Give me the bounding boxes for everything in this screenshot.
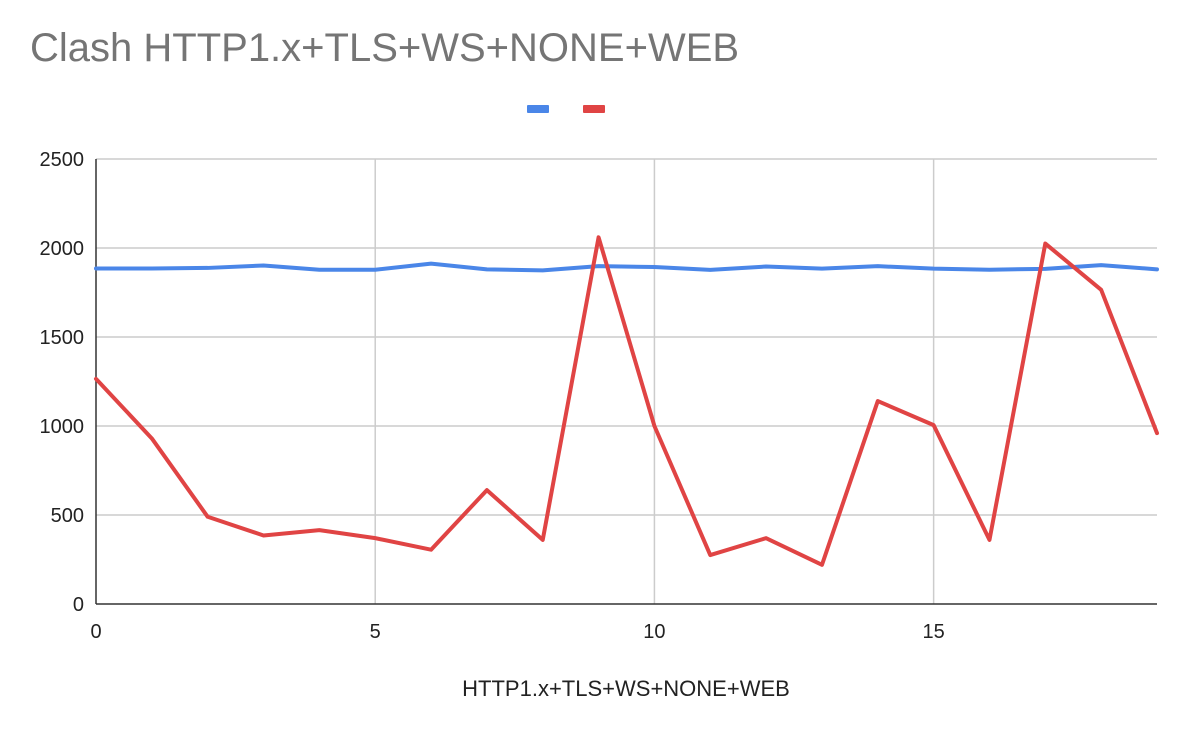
x-tick-label: 0 [90,621,101,643]
legend-swatch-2 [583,105,605,113]
legend [527,105,605,113]
x-tick-label: 5 [370,621,381,643]
x-tick-label: 10 [643,621,665,643]
series-line-2 [94,235,1159,567]
x-tick-label: 15 [923,621,945,643]
y-tick-label: 1500 [40,327,85,349]
series-line-1 [94,261,1159,273]
chart-title: Clash HTTP1.x+TLS+WS+NONE+WEB [30,26,740,70]
series-layer [94,235,1159,567]
legend-swatch-1 [527,105,549,113]
grid-layer [96,158,1157,604]
axis-layer: 0 500 1000 1500 2000 2500 0 5 10 15 [40,149,1157,643]
y-tick-label: 0 [73,594,84,616]
x-axis-title: HTTP1.x+TLS+WS+NONE+WEB [462,676,790,701]
y-tick-label: 500 [51,505,84,527]
y-tick-label: 1000 [40,416,85,438]
y-tick-label: 2000 [40,238,85,260]
y-tick-label: 2500 [40,149,85,171]
